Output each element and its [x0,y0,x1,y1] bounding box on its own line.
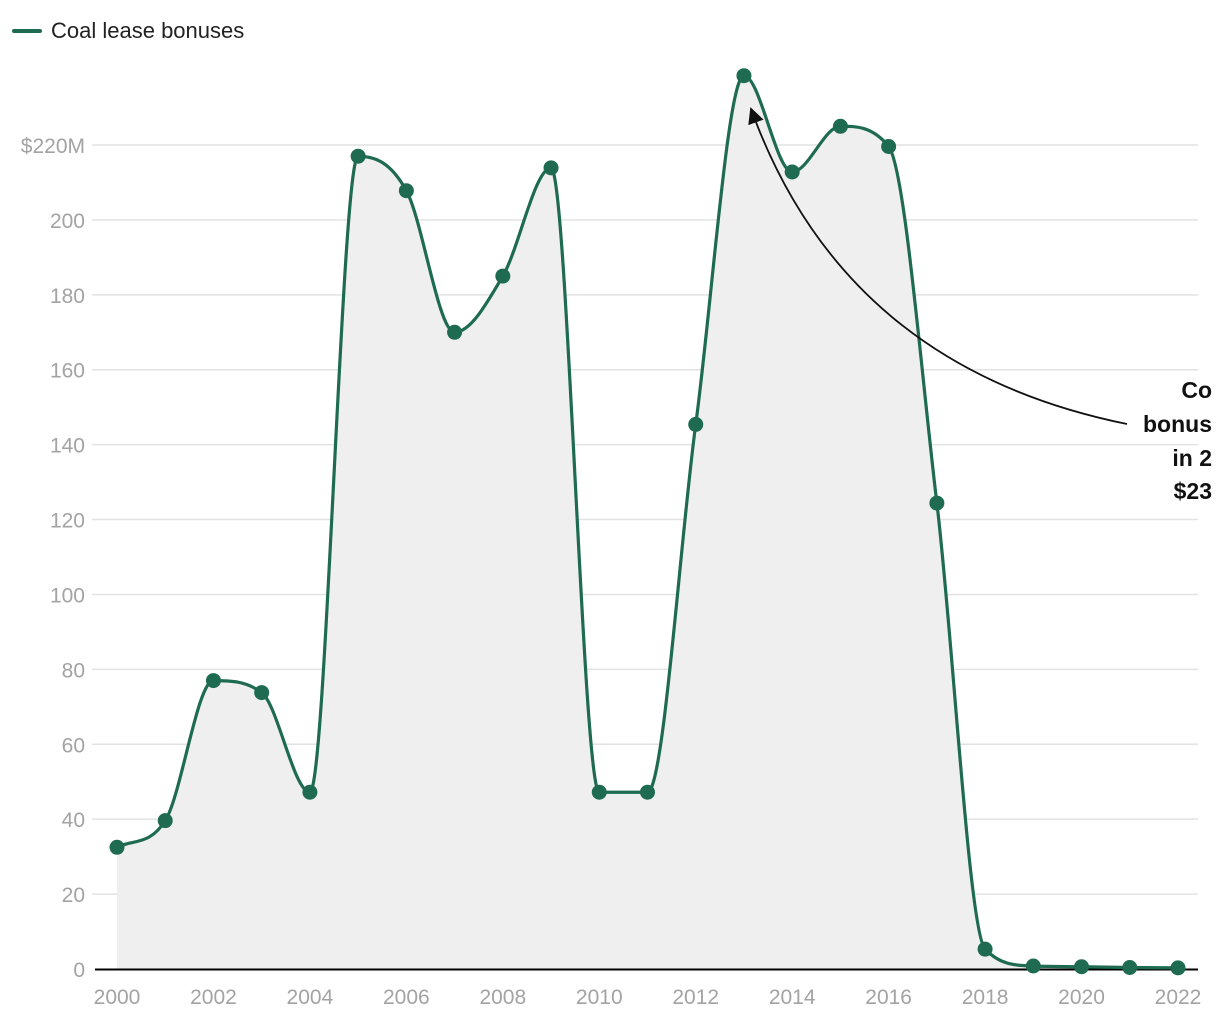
data-point [1122,960,1138,976]
data-point [977,941,993,957]
y-tick-label: 140 [50,435,85,458]
data-point [205,673,221,689]
y-tick-label: 80 [62,659,85,682]
data-point [591,784,607,800]
x-tick-label: 2010 [576,986,623,1009]
y-tick-label: 20 [62,884,85,907]
data-point [784,164,800,180]
data-point [929,495,945,511]
x-tick-label: 2004 [287,986,334,1009]
x-tick-label: 2018 [962,986,1009,1009]
data-point [495,268,511,284]
y-tick-label: $220M [21,135,85,158]
annotation-arrow [748,107,1128,425]
data-point [1170,960,1186,976]
data-point [543,160,559,176]
annotation-text: Co [1181,377,1212,403]
data-point [109,839,125,855]
x-tick-label: 2000 [94,986,141,1009]
data-point [447,324,463,340]
data-point [736,68,752,84]
data-point [398,183,414,199]
x-tick-label: 2014 [769,986,816,1009]
data-point [157,813,173,829]
legend-swatch [12,29,42,33]
x-tick-label: 2016 [865,986,912,1009]
data-point [1025,958,1041,974]
y-tick-label: 160 [50,360,85,383]
y-tick-label: 60 [62,734,85,757]
x-tick-label: 2012 [672,986,719,1009]
y-tick-label: 200 [50,210,85,233]
data-point [881,138,897,154]
y-tick-label: 180 [50,285,85,308]
x-tick-label: 2002 [190,986,237,1009]
legend-label: Coal lease bonuses [51,18,245,43]
data-point [254,685,270,701]
x-tick-label: 2020 [1058,986,1105,1009]
y-tick-label: 100 [50,584,85,607]
annotation-text: $23 [1174,478,1212,504]
x-tick-label: 2008 [479,986,526,1009]
data-point [302,784,318,800]
y-tick-label: 120 [50,510,85,533]
x-tick-label: 2006 [383,986,430,1009]
y-tick-label: 40 [62,809,85,832]
data-point [640,784,655,800]
data-point [350,148,366,164]
annotation-text: bonus [1143,411,1212,437]
area-fill [117,75,1178,969]
data-point [688,416,704,432]
data-point [1074,959,1090,975]
data-point [832,118,848,134]
x-tick-label: 2022 [1155,986,1202,1009]
annotation-text: in 2 [1172,445,1212,471]
y-tick-label: 0 [73,959,85,982]
legend: Coal lease bonuses [12,18,244,44]
